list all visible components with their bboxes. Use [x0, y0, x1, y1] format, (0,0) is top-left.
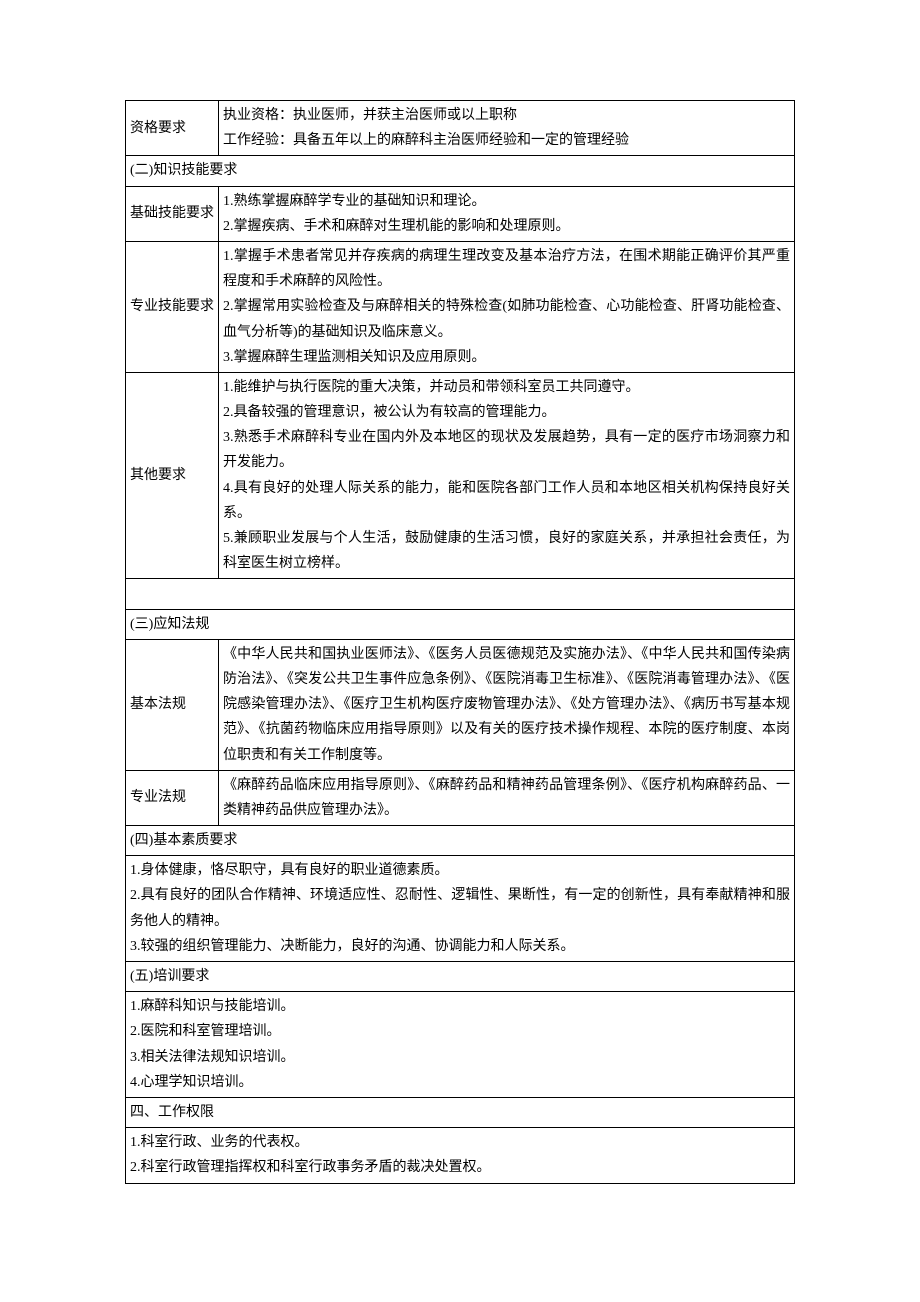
section5-header-row: (五)培训要求 [126, 962, 795, 992]
basic-law-row: 基本法规 《中华人民共和国执业医师法》、《医务人员医德规范及实施办法》、《中华人… [126, 639, 795, 770]
section5-content: 1.麻醉科知识与技能培训。2.医院和科室管理培训。3.相关法律法规知识培训。4.… [126, 992, 795, 1098]
other-requirement-content: 1.能维护与执行医院的重大决策，并动员和带领科室员工共同遵守。2.具备较强的管理… [219, 372, 795, 579]
professional-skill-row: 专业技能要求 1.掌握手术患者常见并存疾病的病理生理改变及基本治疗方法，在围术期… [126, 241, 795, 372]
qualification-content: 执业资格：执业医师，并获主治医师或以上职称工作经验：具备五年以上的麻醉科主治医师… [219, 101, 795, 156]
spacer-row [126, 579, 795, 609]
section6-header-row: 四、工作权限 [126, 1097, 795, 1127]
basic-law-content: 《中华人民共和国执业医师法》、《医务人员医德规范及实施办法》、《中华人民共和国传… [219, 639, 795, 770]
section4-content: 1.身体健康，恪尽职守，具有良好的职业道德素质。2.具有良好的团队合作精神、环境… [126, 856, 795, 962]
basic-skill-row: 基础技能要求 1.熟练掌握麻醉学专业的基础知识和理论。2.掌握疾病、手术和麻醉对… [126, 186, 795, 241]
section2-header-row: (二)知识技能要求 [126, 156, 795, 186]
section5-header: (五)培训要求 [126, 962, 795, 992]
section3-header-row: (三)应知法规 [126, 609, 795, 639]
document-table: 资格要求 执业资格：执业医师，并获主治医师或以上职称工作经验：具备五年以上的麻醉… [125, 100, 795, 1184]
basic-law-label: 基本法规 [126, 639, 219, 770]
prof-law-row: 专业法规 《麻醉药品临床应用指导原则》、《麻醉药品和精神药品管理条例》、《医疗机… [126, 770, 795, 825]
section2-header: (二)知识技能要求 [126, 156, 795, 186]
prof-law-content: 《麻醉药品临床应用指导原则》、《麻醉药品和精神药品管理条例》、《医疗机构麻醉药品… [219, 770, 795, 825]
spacer-cell [126, 579, 795, 609]
qualification-row: 资格要求 执业资格：执业医师，并获主治医师或以上职称工作经验：具备五年以上的麻醉… [126, 101, 795, 156]
section3-header: (三)应知法规 [126, 609, 795, 639]
basic-skill-content: 1.熟练掌握麻醉学专业的基础知识和理论。2.掌握疾病、手术和麻醉对生理机能的影响… [219, 186, 795, 241]
section6-header: 四、工作权限 [126, 1097, 795, 1127]
section4-header-row: (四)基本素质要求 [126, 826, 795, 856]
other-requirement-row: 其他要求 1.能维护与执行医院的重大决策，并动员和带领科室员工共同遵守。2.具备… [126, 372, 795, 579]
professional-skill-content: 1.掌握手术患者常见并存疾病的病理生理改变及基本治疗方法，在围术期能正确评价其严… [219, 241, 795, 372]
section4-header: (四)基本素质要求 [126, 826, 795, 856]
professional-skill-label: 专业技能要求 [126, 241, 219, 372]
section6-content-row: 1.科室行政、业务的代表权。2.科室行政管理指挥权和科室行政事务矛盾的裁决处置权… [126, 1128, 795, 1183]
prof-law-label: 专业法规 [126, 770, 219, 825]
qualification-label: 资格要求 [126, 101, 219, 156]
section5-content-row: 1.麻醉科知识与技能培训。2.医院和科室管理培训。3.相关法律法规知识培训。4.… [126, 992, 795, 1098]
section4-content-row: 1.身体健康，恪尽职守，具有良好的职业道德素质。2.具有良好的团队合作精神、环境… [126, 856, 795, 962]
basic-skill-label: 基础技能要求 [126, 186, 219, 241]
section6-content: 1.科室行政、业务的代表权。2.科室行政管理指挥权和科室行政事务矛盾的裁决处置权… [126, 1128, 795, 1183]
other-requirement-label: 其他要求 [126, 372, 219, 579]
